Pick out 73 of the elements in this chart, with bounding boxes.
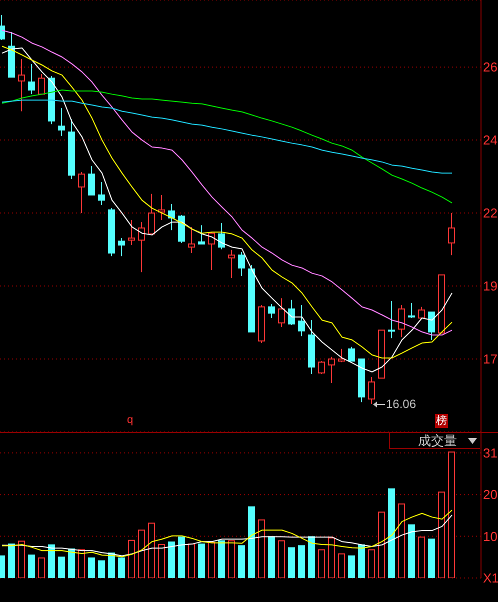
y-tick-label: 10 <box>483 528 498 544</box>
y-tick-label: 31 <box>483 445 498 460</box>
candlestick <box>398 304 405 338</box>
bar <box>348 555 355 578</box>
candlestick <box>388 300 395 339</box>
bar <box>408 524 415 578</box>
bar <box>338 553 345 578</box>
bar <box>68 548 75 578</box>
bar <box>148 522 155 578</box>
candlestick <box>448 212 455 256</box>
y-tick-label: 24 <box>483 132 498 148</box>
candlestick <box>58 108 65 136</box>
candlestick <box>368 376 375 404</box>
bar <box>368 549 375 578</box>
y-tick-label: X1 <box>483 570 498 586</box>
bar <box>188 544 195 578</box>
bar <box>298 545 305 578</box>
bar <box>358 544 365 578</box>
bar <box>198 544 205 578</box>
bar <box>58 556 65 578</box>
candlestick <box>128 219 135 246</box>
annotation: 16.06 <box>386 397 416 411</box>
bar <box>318 549 325 578</box>
bar <box>378 512 385 578</box>
annotation: 榜 <box>435 414 448 428</box>
candlestick <box>168 204 175 231</box>
bar <box>418 536 425 578</box>
y-tick-label: 22 <box>483 206 498 221</box>
bar <box>438 492 445 578</box>
bar <box>268 536 275 578</box>
candlestick <box>188 226 195 254</box>
candlestick <box>18 58 25 112</box>
bar <box>228 540 235 578</box>
bar <box>128 540 135 578</box>
bar <box>398 503 405 578</box>
bar <box>258 519 265 578</box>
bar <box>138 530 145 578</box>
annotation: q <box>127 413 134 427</box>
y-tick-label: 17 <box>483 352 498 367</box>
bar <box>108 552 115 578</box>
bar <box>278 540 285 578</box>
bar <box>308 536 315 578</box>
candlestick <box>68 118 75 180</box>
bar <box>428 538 435 578</box>
bar <box>38 557 45 578</box>
bar <box>388 488 395 578</box>
bar <box>8 544 15 578</box>
line-series <box>2 100 452 174</box>
candlestick <box>268 304 275 319</box>
bar <box>328 537 335 578</box>
bar <box>88 557 95 578</box>
bar <box>18 540 25 578</box>
candlestick <box>308 320 315 374</box>
candlestick <box>138 222 145 273</box>
bar <box>288 547 295 578</box>
bar <box>208 542 215 578</box>
bar <box>118 557 125 578</box>
bar <box>48 544 55 578</box>
bar <box>218 540 225 578</box>
bar <box>448 452 455 578</box>
bar <box>98 560 105 578</box>
y-tick-label: 20 <box>483 487 498 502</box>
bar <box>248 506 255 578</box>
y-tick-label: 26 <box>483 60 498 75</box>
bar <box>78 549 85 578</box>
dropdown-field: 成交量 <box>389 432 480 449</box>
bar <box>178 536 185 578</box>
bar <box>168 542 175 578</box>
bar <box>28 554 35 578</box>
candlestick <box>98 182 105 206</box>
y-tick-label: 19 <box>483 278 498 294</box>
bar <box>238 545 245 578</box>
bar <box>158 544 165 578</box>
